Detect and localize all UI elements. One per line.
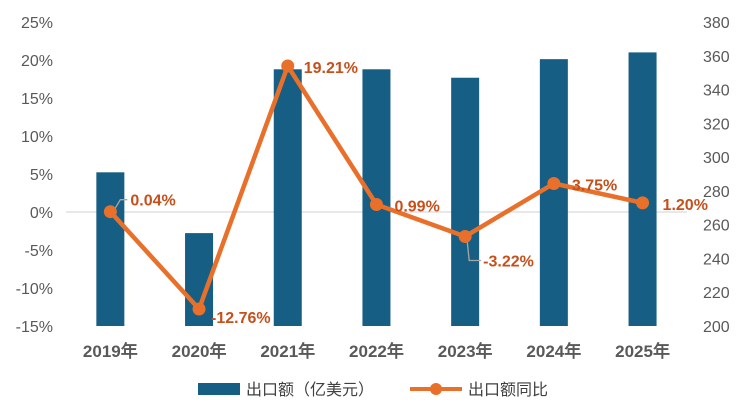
- line-point[interactable]: [281, 59, 295, 73]
- data-labels: 0.04% -12.76% 19.21% 0.99% -3.22% 3.75% 1.20%: [130, 60, 708, 327]
- left-tick-label: 0%: [30, 205, 53, 222]
- line-series: [103, 59, 650, 316]
- left-tick-label: -5%: [25, 243, 53, 260]
- label-leader-lines: [113, 199, 482, 262]
- right-tick-label: 280: [703, 184, 730, 201]
- data-label: 1.20%: [663, 197, 708, 214]
- right-tick-label: 220: [703, 285, 730, 302]
- x-tick-label: 2022年: [349, 341, 404, 361]
- data-label: 0.99%: [394, 198, 439, 215]
- right-tick-label: 320: [703, 116, 730, 133]
- left-tick-label: 5%: [30, 167, 53, 184]
- left-tick-label: 25%: [21, 15, 53, 32]
- line-point[interactable]: [458, 229, 472, 243]
- x-tick-label: 2024年: [526, 341, 581, 361]
- data-label: 3.75%: [572, 178, 617, 195]
- left-tick-label: 15%: [21, 91, 53, 108]
- legend-line-marker: [430, 383, 442, 395]
- right-tick-label: 240: [703, 251, 730, 268]
- legend[interactable]: 出口额（亿美元） 出口额同比: [198, 381, 548, 399]
- bar[interactable]: [273, 69, 302, 327]
- right-tick-label: 360: [703, 49, 730, 66]
- bar[interactable]: [96, 172, 125, 326]
- x-tick-label: 2019年: [83, 341, 138, 361]
- line-point[interactable]: [636, 196, 650, 210]
- right-axis: 200 220 240 260 280 300 320 340 360 380: [703, 15, 730, 336]
- bar[interactable]: [451, 77, 480, 326]
- leader-line: [113, 199, 128, 211]
- data-label: 19.21%: [304, 60, 358, 77]
- left-tick-label: 20%: [21, 53, 53, 70]
- right-tick-label: 200: [703, 319, 730, 336]
- data-label: 0.04%: [130, 193, 175, 210]
- right-tick-label: 380: [703, 15, 730, 32]
- bar-series: [96, 52, 657, 327]
- line-point[interactable]: [192, 302, 206, 316]
- data-label: -12.76%: [211, 310, 271, 327]
- right-tick-label: 300: [703, 150, 730, 167]
- x-tick-label: 2020年: [172, 341, 227, 361]
- right-tick-label: 260: [703, 218, 730, 235]
- left-tick-label: -15%: [16, 319, 53, 336]
- x-tick-label: 2021年: [260, 341, 315, 361]
- legend-bar-label: 出口额（亿美元）: [246, 381, 374, 399]
- left-tick-label: -10%: [16, 281, 53, 298]
- legend-line-label: 出口额同比: [468, 381, 548, 399]
- legend-bar-swatch: [198, 383, 240, 395]
- x-tick-label: 2023年: [438, 341, 493, 361]
- bar[interactable]: [628, 52, 657, 327]
- bar[interactable]: [362, 69, 391, 327]
- leader-line: [466, 240, 482, 262]
- data-label: -3.22%: [483, 253, 534, 270]
- x-tick-label: 2025年: [615, 341, 670, 361]
- right-tick-label: 340: [703, 83, 730, 100]
- x-axis: 2019年 2020年 2021年 2022年 2023年 2024年 2025年: [83, 341, 670, 361]
- left-axis: -15% -10% -5% 0% 5% 10% 15% 20% 25%: [16, 15, 53, 336]
- line-point[interactable]: [369, 197, 383, 211]
- line-point[interactable]: [103, 205, 117, 219]
- bar[interactable]: [539, 59, 568, 327]
- line-point[interactable]: [547, 177, 561, 190]
- left-tick-label: 10%: [21, 129, 53, 146]
